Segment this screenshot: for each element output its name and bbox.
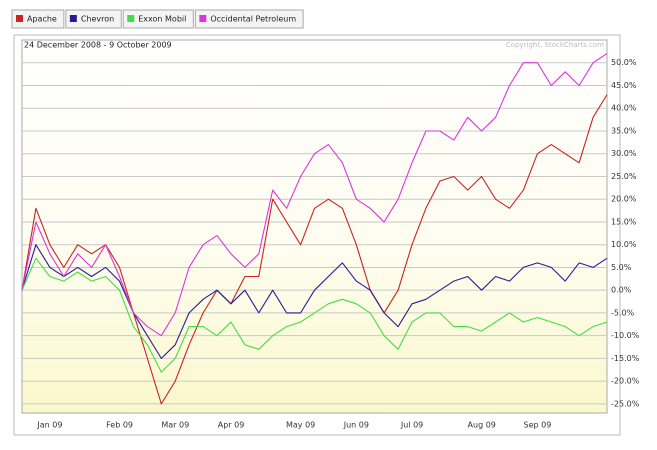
y-tick-label: 40.0% xyxy=(611,104,637,113)
legend-box xyxy=(122,9,194,29)
legend-swatch xyxy=(69,15,77,22)
plot-area xyxy=(21,39,608,414)
series-line xyxy=(21,257,608,373)
x-tick-label: Jan 09 xyxy=(36,421,62,430)
y-tick-label: -5.0% xyxy=(611,308,635,317)
y-tick-label: -10.0% xyxy=(611,331,640,340)
y-tick-label: 0.0% xyxy=(611,286,632,295)
series-line xyxy=(21,244,608,359)
y-tick-label: 20.0% xyxy=(611,195,637,204)
copyright: Copyright, StockCharts.com xyxy=(506,41,604,49)
y-tick-label: -25.0% xyxy=(611,399,640,408)
legend-box xyxy=(194,9,304,29)
y-tick-label: 25.0% xyxy=(611,172,637,181)
y-tick-label: 10.0% xyxy=(611,240,637,249)
y-tick-label: 5.0% xyxy=(611,263,632,272)
y-tick-label: -20.0% xyxy=(611,377,640,386)
x-tick-label: Mar 09 xyxy=(161,421,189,430)
legend-item: Exxon Mobil xyxy=(122,9,194,29)
y-tick-label: -15.0% xyxy=(611,354,640,363)
x-tick-label: Aug 09 xyxy=(468,421,496,430)
legend-item: Chevron xyxy=(65,9,122,29)
series-line xyxy=(21,53,608,337)
legend-box xyxy=(65,9,122,29)
legend-swatch xyxy=(127,15,135,22)
x-tick-label: Sep 09 xyxy=(524,421,552,430)
x-tick-label: Jun 09 xyxy=(343,421,369,430)
y-tick-label: 50.0% xyxy=(611,58,637,67)
date-range: 24 December 2008 - 9 October 2009 xyxy=(24,41,172,50)
legend-label: Occidental Petroleum xyxy=(210,15,296,24)
y-tick-label: 45.0% xyxy=(611,81,637,90)
x-tick-label: Jul 09 xyxy=(400,421,423,430)
series-line xyxy=(21,94,608,405)
y-tick-label: 35.0% xyxy=(611,126,637,135)
x-tick-label: May 09 xyxy=(286,421,315,430)
legend-swatch xyxy=(199,15,207,22)
legend-label: Apache xyxy=(27,15,57,24)
legend-label: Chevron xyxy=(81,15,114,24)
legend-label: Exxon Mobil xyxy=(138,15,186,24)
x-tick-label: Apr 09 xyxy=(218,421,245,430)
legend-box xyxy=(11,9,65,29)
y-tick-label: 15.0% xyxy=(611,217,637,226)
y-tick-label: 30.0% xyxy=(611,149,637,158)
legend-item: Apache xyxy=(11,9,65,29)
x-tick-label: Feb 09 xyxy=(106,421,133,430)
legend-swatch xyxy=(16,15,23,22)
legend-item: Occidental Petroleum xyxy=(194,9,304,29)
